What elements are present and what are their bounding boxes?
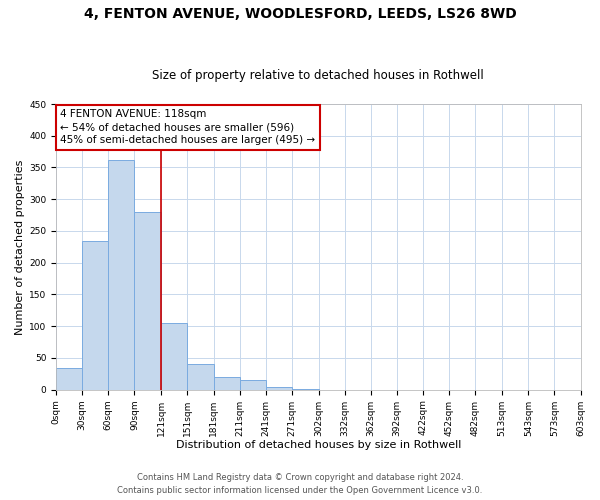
Text: Contains HM Land Registry data © Crown copyright and database right 2024.
Contai: Contains HM Land Registry data © Crown c… xyxy=(118,474,482,495)
Bar xyxy=(109,160,134,390)
Text: 4, FENTON AVENUE, WOODLESFORD, LEEDS, LS26 8WD: 4, FENTON AVENUE, WOODLESFORD, LEEDS, LS… xyxy=(83,8,517,22)
X-axis label: Distribution of detached houses by size in Rothwell: Distribution of detached houses by size … xyxy=(176,440,461,450)
Bar xyxy=(187,364,214,390)
Bar xyxy=(214,377,239,390)
Bar xyxy=(134,212,161,390)
Bar xyxy=(82,240,109,390)
Bar xyxy=(292,389,319,390)
Bar xyxy=(161,323,187,390)
Title: Size of property relative to detached houses in Rothwell: Size of property relative to detached ho… xyxy=(152,69,484,82)
Bar xyxy=(266,386,292,390)
Bar xyxy=(239,380,266,390)
Bar xyxy=(56,368,82,390)
Y-axis label: Number of detached properties: Number of detached properties xyxy=(15,159,25,334)
Text: 4 FENTON AVENUE: 118sqm
← 54% of detached houses are smaller (596)
45% of semi-d: 4 FENTON AVENUE: 118sqm ← 54% of detache… xyxy=(61,109,316,146)
